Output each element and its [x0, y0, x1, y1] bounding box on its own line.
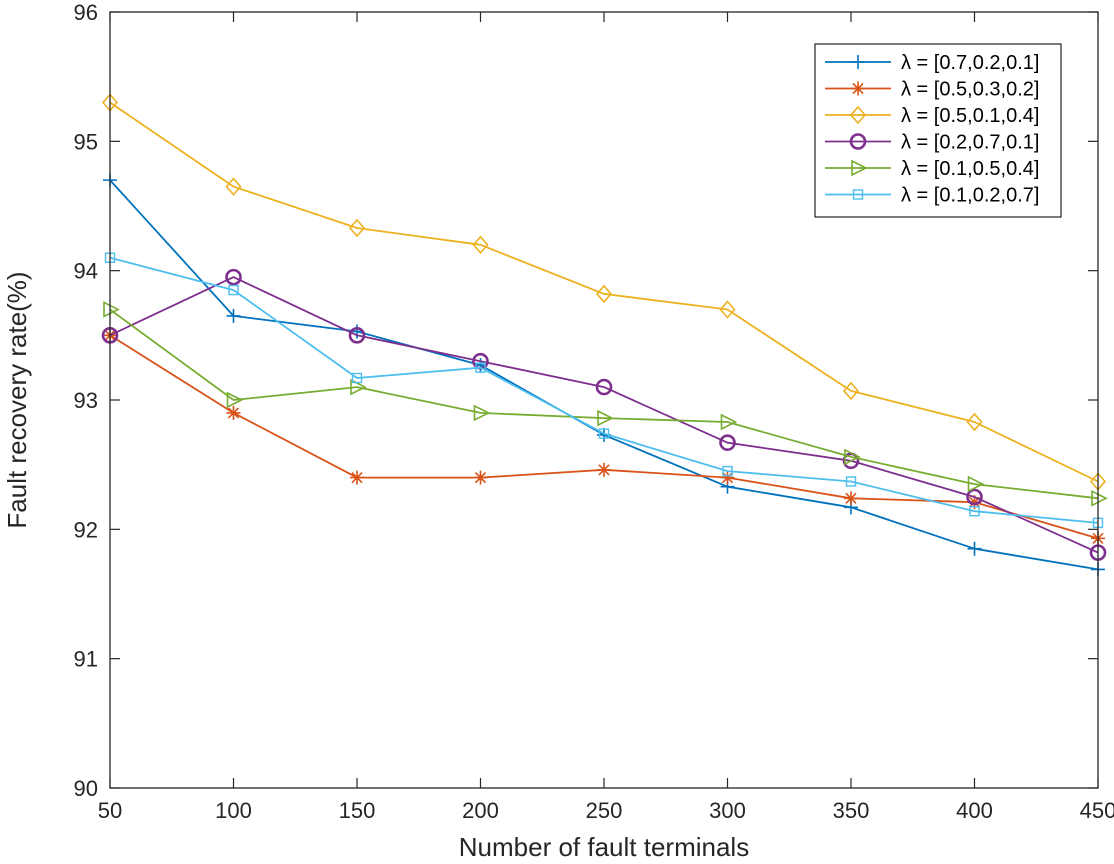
series-6-point [598, 428, 610, 439]
series-4-point [225, 268, 242, 286]
legend-label: λ = [0.1,0.2,0.7] [901, 185, 1039, 207]
series-2-point [226, 405, 241, 420]
series-3-point [225, 177, 242, 196]
y-tick-label: 91 [74, 647, 98, 672]
x-tick-label: 400 [956, 798, 993, 823]
series-3-point [595, 284, 613, 304]
axes: 50 100 150 200 250 300 350 400 450 90 91 92 93 94 95 96 [74, 0, 1114, 823]
series-5-point [350, 378, 367, 396]
series-2-point [350, 470, 364, 485]
x-tick-label: 300 [709, 798, 746, 823]
series-6-point [845, 476, 857, 487]
legend-label: λ = [0.1,0.5,0.4] [901, 158, 1039, 180]
x-tick-label: 350 [833, 798, 870, 823]
y-tick-label: 95 [74, 129, 98, 154]
series-4-point [595, 378, 613, 396]
legend-marker [851, 81, 865, 96]
series-3-point [842, 381, 860, 401]
series-6-point [475, 362, 486, 373]
legend-entry-4: λ = [0.2,0.7,0.1] [825, 132, 1039, 154]
series-1-point [967, 541, 982, 556]
series-3-line [109, 101, 1099, 483]
legend-marker [852, 189, 864, 200]
series-4-line [109, 276, 1099, 554]
legend-entry-5: λ = [0.1,0.5,0.4] [825, 158, 1039, 180]
series-6-point [969, 506, 980, 517]
series-6-line [109, 256, 1099, 524]
plot-area [101, 93, 1108, 577]
series-2-point [720, 470, 735, 485]
series-3-point [719, 300, 736, 319]
y-tick-label: 92 [74, 517, 98, 542]
legend-entry-6: λ = [0.1,0.2,0.7] [825, 185, 1039, 207]
legend-label: λ = [0.2,0.7,0.1] [901, 132, 1039, 154]
legend-entry-2: λ = [0.5,0.3,0.2] [825, 79, 1039, 101]
series-5-line [109, 308, 1099, 500]
series-5 [103, 301, 1108, 507]
series-5-point [967, 475, 985, 493]
series-4-point [966, 488, 983, 506]
y-axis-title: Fault recovery rate(%) [2, 271, 32, 528]
series-5-point [473, 404, 491, 422]
series-4-point [348, 327, 366, 344]
legend-marker [849, 105, 867, 125]
series-1-point [226, 308, 241, 323]
x-tick-label: 50 [98, 798, 122, 823]
legend-entry-1: λ = [0.7,0.2,0.1] [825, 52, 1039, 74]
series-5-point [844, 448, 861, 466]
x-tick-label: 150 [339, 798, 376, 823]
series-5-point [103, 301, 120, 318]
legend-marker [851, 55, 865, 69]
series-5-point [226, 391, 244, 409]
series-6-point [722, 465, 733, 477]
series-6-point [351, 372, 363, 384]
series-3-point [348, 218, 366, 238]
series-3-point [472, 235, 489, 255]
legend-label: λ = [0.7,0.2,0.1] [901, 52, 1039, 74]
y-tick-label: 93 [74, 388, 98, 413]
series-5-point [720, 413, 738, 431]
legend-box [814, 43, 1062, 218]
x-tick-label: 450 [1080, 798, 1114, 823]
y-tick-label: 90 [74, 776, 98, 801]
x-tick-label: 200 [462, 798, 499, 823]
series-2-point [967, 495, 982, 510]
series-3-point [966, 412, 983, 432]
series-4-point [719, 434, 736, 451]
legend: λ = [0.7,0.2,0.1] λ = [0.5,0.3,0.2] λ = [0… [814, 43, 1062, 218]
series-5-point [1091, 489, 1108, 507]
x-tick-label: 250 [586, 798, 623, 823]
series-2-point [597, 462, 611, 477]
legend-label: λ = [0.5,0.1,0.4] [901, 105, 1039, 127]
series-2-point [844, 491, 858, 506]
x-axis-title: Number of fault terminals [459, 832, 749, 862]
legend-label: λ = [0.5,0.3,0.2] [901, 79, 1039, 101]
x-tick-label: 100 [215, 798, 252, 823]
legend-entry-3: λ = [0.5,0.1,0.4] [825, 105, 1039, 127]
series-6-point [228, 284, 239, 296]
series-5-point [597, 409, 614, 427]
legend-marker [849, 133, 867, 150]
legend-marker [851, 159, 868, 177]
series-2-point [473, 470, 488, 485]
y-tick-label: 96 [74, 0, 98, 25]
y-tick-label: 94 [74, 259, 98, 284]
